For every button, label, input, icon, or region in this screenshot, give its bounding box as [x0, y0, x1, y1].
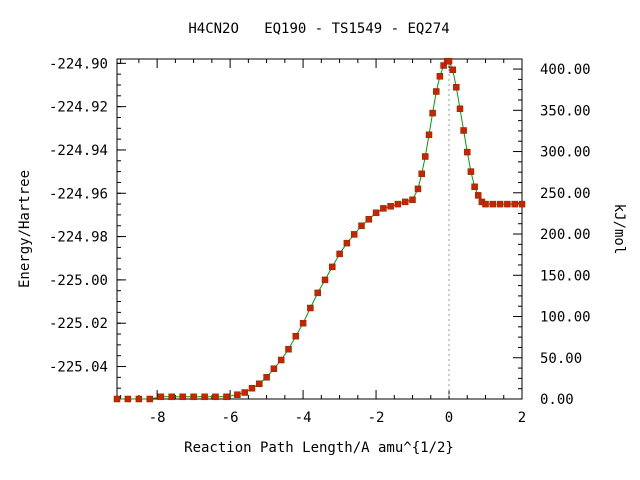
y-tick-label: -225.04 [49, 360, 108, 376]
axis-ticks [117, 59, 523, 400]
data-point [464, 148, 471, 156]
x-axis-label: Reaction Path Length/A amu^{1/2} [184, 440, 454, 456]
y-tick-label: -224.90 [49, 56, 108, 72]
y-tick-label: -224.92 [49, 100, 108, 116]
y2-tick-label: 400.00 [540, 62, 591, 78]
data-point [124, 395, 132, 403]
y-tick-label: -224.98 [49, 230, 108, 246]
data-point [321, 276, 329, 284]
data-point [365, 216, 373, 223]
data-point [135, 395, 143, 403]
y-tick-label: -224.96 [49, 186, 108, 202]
data-point [456, 105, 464, 113]
data-point [350, 231, 358, 238]
data-point [418, 170, 425, 178]
x-tick-label: -4 [295, 410, 312, 426]
plot-frame [116, 58, 523, 400]
data-point [436, 73, 444, 80]
data-point [285, 345, 292, 353]
y2-tick-label: 250.00 [540, 186, 591, 202]
data-point [401, 198, 409, 206]
data-point [409, 196, 416, 204]
data-point [168, 393, 175, 401]
data-point [234, 391, 241, 398]
data-point [256, 380, 263, 388]
data-point [113, 395, 121, 403]
y2-tick-label: 350.00 [540, 103, 591, 119]
data-markers [113, 57, 526, 403]
data-point [372, 209, 380, 217]
y2-tick-label: 200.00 [540, 227, 591, 243]
y2-tick-label: 0.00 [540, 392, 574, 408]
data-point [314, 289, 321, 297]
data-point [504, 200, 511, 208]
chart-title: H4CN2O EQ190 - TS1549 - EQ274 [188, 21, 449, 37]
data-point [263, 374, 270, 381]
data-point [471, 183, 478, 191]
data-point [482, 200, 489, 208]
y-axis-label: Energy/Hartree [17, 170, 33, 288]
data-point [223, 393, 230, 401]
data-point [474, 192, 482, 199]
data-point [445, 57, 453, 65]
data-point [429, 109, 436, 117]
data-point [460, 127, 467, 134]
data-point [496, 200, 504, 208]
data-point [422, 153, 429, 160]
y-tick-label: -225.02 [49, 316, 108, 332]
data-point [241, 389, 248, 396]
data-point [201, 393, 208, 401]
y2-axis-label: kJ/mol [611, 204, 627, 255]
data-point [425, 131, 433, 139]
data-point [440, 62, 447, 69]
data-point [146, 395, 154, 403]
data-point [511, 200, 518, 208]
data-point [387, 203, 394, 210]
data-point [179, 393, 186, 401]
x-tick-label: 0 [445, 410, 453, 426]
data-point [190, 393, 197, 401]
data-point [270, 365, 278, 372]
data-point [518, 200, 526, 208]
data-point [277, 356, 285, 364]
tick-labels: -8 -6 -4 -2 0 2 -224.90 -224.92 -224.94 -224.96 -2… [49, 56, 591, 426]
y2-tick-label: 150.00 [540, 268, 591, 284]
x-tick-label: -6 [222, 410, 239, 426]
data-point [299, 319, 307, 327]
data-point [157, 393, 165, 401]
data-point [467, 168, 475, 175]
y2-tick-label: 100.00 [540, 310, 591, 326]
x-tick-label: 2 [518, 410, 526, 426]
data-point [453, 83, 460, 91]
x-tick-label: -8 [149, 410, 166, 426]
data-point [433, 88, 440, 95]
data-point [449, 66, 456, 74]
x-tick-label: -2 [368, 410, 385, 426]
data-point [329, 263, 336, 271]
data-point [414, 185, 422, 193]
data-point [336, 250, 343, 258]
data-point [489, 200, 497, 208]
data-point [292, 332, 300, 340]
data-point [212, 393, 219, 401]
data-point [380, 205, 387, 212]
data-point [248, 384, 256, 392]
data-point [394, 200, 402, 208]
data-point [343, 239, 351, 247]
y2-tick-label: 300.00 [540, 145, 591, 161]
data-point [358, 222, 365, 230]
y-tick-label: -224.94 [49, 143, 108, 159]
y-tick-label: -225.00 [49, 273, 108, 289]
y2-tick-label: 50.00 [540, 351, 582, 367]
data-point [307, 304, 314, 312]
